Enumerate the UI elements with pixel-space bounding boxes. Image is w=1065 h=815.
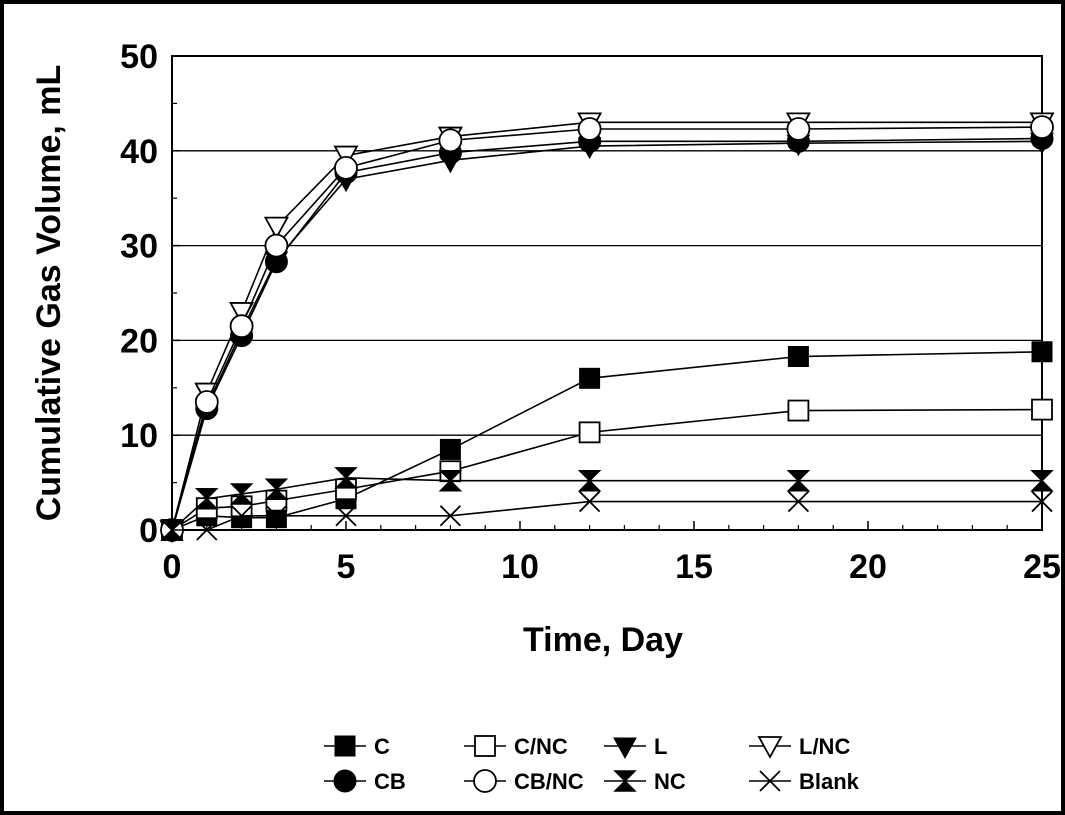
legend-marker-cb-nc — [473, 769, 497, 793]
point-c — [787, 346, 809, 368]
point-blank — [265, 505, 288, 527]
legend-marker-c — [334, 735, 356, 757]
legend-label-cb: CB — [374, 769, 406, 794]
legend-label-c: C — [374, 734, 390, 759]
legend-item-c-nc: C/NC — [464, 734, 568, 759]
x-tick-label: 15 — [675, 548, 713, 586]
legend-item-l: L — [604, 734, 667, 760]
point-cb-nc — [577, 117, 602, 141]
legend-label-c-nc: C/NC — [514, 734, 568, 759]
point-cb-nc — [229, 314, 254, 339]
y-tick-labels: 0 10 20 30 40 50 — [120, 38, 158, 550]
point-blank — [196, 519, 218, 541]
y-tick-label: 50 — [120, 38, 158, 76]
point-c — [439, 438, 461, 460]
point-c-nc — [578, 421, 601, 444]
point-nc — [786, 469, 811, 492]
legend-item-nc: NC — [604, 769, 686, 794]
legend-item-c: C — [324, 734, 390, 759]
point-cb-nc — [334, 155, 358, 180]
x-axis-title: Time, Day — [523, 621, 683, 659]
point-nc — [194, 487, 219, 510]
legend-item-blank: Blank — [749, 769, 860, 794]
x-tick-label: 20 — [849, 548, 887, 586]
x-tick-label: 10 — [501, 548, 539, 586]
legend-marker-cb — [333, 769, 357, 793]
legend-item-cb-nc: CB/NC — [464, 769, 584, 794]
legend-item-cb: CB — [324, 769, 406, 794]
series-lines — [159, 112, 1055, 544]
point-c — [579, 367, 601, 389]
point-nc — [264, 478, 289, 500]
x-tick-label: 5 — [337, 548, 356, 586]
point-blank — [787, 490, 810, 513]
y-tick-label: 0 — [139, 512, 158, 550]
point-blank — [578, 490, 601, 513]
legend: C C/NC L L/NC CB CB/NC NC Blank — [324, 734, 860, 794]
y-axis-title: Cumulative Gas Volume, mL — [30, 65, 68, 522]
point-blank — [230, 505, 253, 527]
legend-label-l: L — [654, 734, 667, 759]
point-l-nc — [263, 216, 289, 240]
point-cb-nc — [786, 117, 811, 141]
series-nc — [160, 467, 1054, 541]
y-tick-label: 40 — [120, 133, 158, 171]
legend-marker-l-nc — [757, 736, 783, 759]
point-nc — [577, 469, 602, 492]
point-blank — [1031, 490, 1053, 513]
legend-marker-c-nc — [474, 735, 496, 757]
point-cb-nc — [1030, 115, 1054, 139]
point-cb-nc — [264, 233, 289, 258]
grid-lines — [172, 150, 1042, 436]
cumulative-gas-chart: 0 5 10 15 20 25 0 10 20 30 40 50 Time, Day Cumulat… — [30, 38, 1061, 794]
legend-marker-nc — [613, 770, 637, 792]
x-tick-labels: 0 5 10 15 20 25 — [163, 548, 1061, 586]
x-tick-label: 25 — [1023, 548, 1061, 586]
point-cb-nc — [438, 128, 463, 153]
legend-marker-blank — [759, 770, 781, 792]
y-tick-label: 30 — [120, 228, 158, 266]
point-c-nc — [1031, 398, 1053, 421]
point-nc — [438, 469, 463, 492]
series-blank — [161, 490, 1053, 541]
point-c-nc — [787, 399, 810, 422]
x-tick-label: 0 — [163, 548, 182, 586]
y-tick-label: 10 — [120, 417, 158, 455]
legend-label-blank: Blank — [799, 769, 860, 794]
legend-item-l-nc: L/NC — [749, 734, 850, 759]
y-tick-label: 20 — [120, 322, 158, 360]
point-blank — [439, 505, 462, 527]
point-nc — [1030, 469, 1054, 492]
point-nc — [334, 467, 358, 489]
legend-label-cb-nc: CB/NC — [514, 769, 584, 794]
legend-label-nc: NC — [654, 769, 686, 794]
plot-area — [171, 55, 1043, 531]
legend-label-l-nc: L/NC — [799, 734, 850, 759]
point-nc — [229, 483, 254, 505]
point-blank — [161, 519, 183, 541]
point-blank — [335, 505, 357, 527]
point-c — [1031, 341, 1053, 363]
point-cb-nc — [194, 390, 219, 414]
legend-marker-l — [613, 737, 637, 760]
